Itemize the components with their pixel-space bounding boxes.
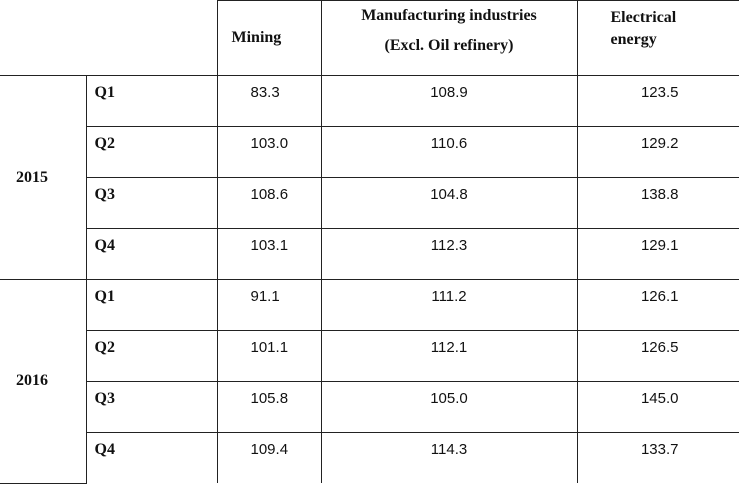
- manufacturing-value: 114.3: [321, 433, 577, 484]
- table-row: Q3 108.6 104.8 138.8: [0, 178, 739, 229]
- electrical-header-line2: energy: [611, 29, 739, 51]
- electrical-value: 129.2: [577, 127, 739, 178]
- table-row: Q4 103.1 112.3 129.1: [0, 229, 739, 280]
- column-header-mining: Mining: [217, 1, 321, 76]
- page: Mining Manufacturing industries (Excl. O…: [0, 0, 739, 416]
- quarter-label: Q1: [86, 76, 217, 127]
- mining-value: 103.0: [217, 127, 321, 178]
- manufacturing-value: 104.8: [321, 178, 577, 229]
- table-row: Q4 109.4 114.3 133.7: [0, 433, 739, 484]
- manufacturing-value: 112.3: [321, 229, 577, 280]
- electrical-value: 133.7: [577, 433, 739, 484]
- quarter-label: Q1: [86, 280, 217, 331]
- table-row: Q2 103.0 110.6 129.2: [0, 127, 739, 178]
- mining-value: 83.3: [217, 76, 321, 127]
- year-label: 2015: [0, 76, 86, 280]
- mining-value: 105.8: [217, 382, 321, 433]
- quarter-label: Q3: [86, 178, 217, 229]
- quarter-label: Q4: [86, 229, 217, 280]
- manufacturing-value: 105.0: [321, 382, 577, 433]
- electrical-header-line1: Electrical: [611, 7, 739, 29]
- table-row: Q2 101.1 112.1 126.5: [0, 331, 739, 382]
- quarter-label: Q3: [86, 382, 217, 433]
- table-row: 2015 Q1 83.3 108.9 123.5: [0, 76, 739, 127]
- column-header-electrical: Electrical energy: [577, 1, 739, 76]
- manufacturing-header-line1: Manufacturing industries: [322, 1, 577, 31]
- manufacturing-value: 111.2: [321, 280, 577, 331]
- manufacturing-header-line2: (Excl. Oil refinery): [322, 31, 577, 61]
- quarter-label: Q2: [86, 331, 217, 382]
- electrical-value: 129.1: [577, 229, 739, 280]
- manufacturing-value: 112.1: [321, 331, 577, 382]
- mining-value: 103.1: [217, 229, 321, 280]
- quarter-label: Q2: [86, 127, 217, 178]
- electrical-value: 145.0: [577, 382, 739, 433]
- manufacturing-value: 108.9: [321, 76, 577, 127]
- header-row: Mining Manufacturing industries (Excl. O…: [0, 1, 739, 76]
- mining-value: 109.4: [217, 433, 321, 484]
- year-label: 2016: [0, 280, 86, 484]
- table-row: 2016 Q1 91.1 111.2 126.1: [0, 280, 739, 331]
- manufacturing-value: 110.6: [321, 127, 577, 178]
- electrical-value: 126.1: [577, 280, 739, 331]
- mining-value: 101.1: [217, 331, 321, 382]
- electrical-value: 123.5: [577, 76, 739, 127]
- corner-cell: [0, 1, 217, 76]
- electrical-value: 126.5: [577, 331, 739, 382]
- table-row: Q3 105.8 105.0 145.0: [0, 382, 739, 433]
- column-header-manufacturing: Manufacturing industries (Excl. Oil refi…: [321, 1, 577, 76]
- mining-value: 108.6: [217, 178, 321, 229]
- mining-value: 91.1: [217, 280, 321, 331]
- quarter-label: Q4: [86, 433, 217, 484]
- electrical-value: 138.8: [577, 178, 739, 229]
